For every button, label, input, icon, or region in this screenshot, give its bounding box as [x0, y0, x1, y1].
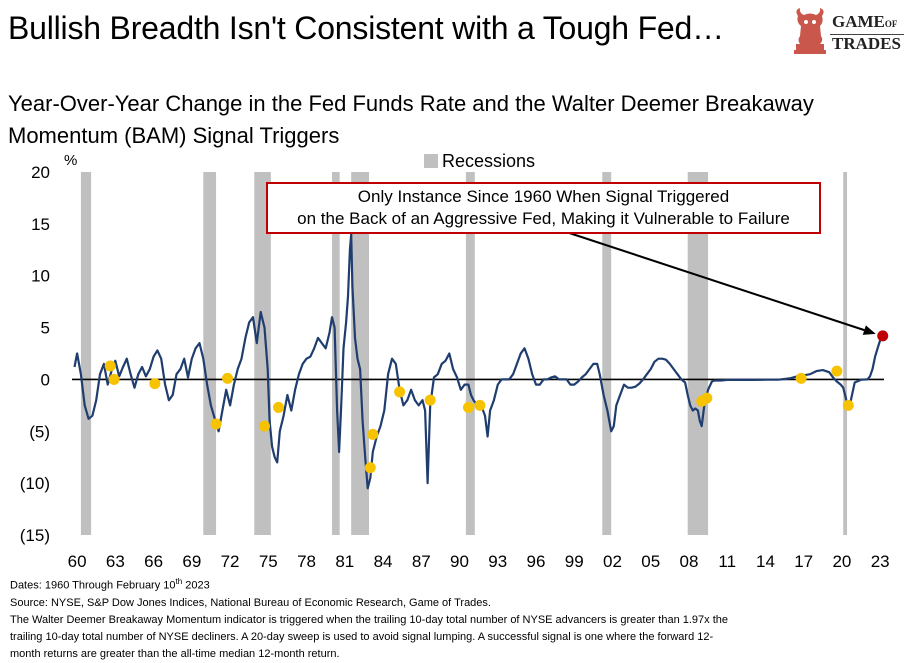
signal-marker [474, 399, 486, 411]
y-tick-label: 10 [31, 267, 50, 286]
series-line [73, 233, 883, 490]
signal-marker [795, 372, 807, 384]
chart-footer: Dates: 1960 Through February 10th 2023 S… [10, 573, 902, 663]
x-tick-label: 72 [221, 552, 240, 571]
legend-swatch-recessions [424, 154, 438, 168]
y-tick-label: (15) [20, 526, 50, 545]
x-tick-label: 90 [450, 552, 469, 571]
footer-note-line3: month returns are greater than the all-t… [10, 647, 340, 660]
signal-marker [701, 392, 713, 404]
recession-band [254, 172, 271, 535]
signal-marker [842, 399, 854, 411]
x-tick-label: 99 [565, 552, 584, 571]
y-tick-label: 0 [41, 370, 50, 389]
footer-note-line1: The Walter Deemer Breakaway Momentum ind… [10, 613, 728, 626]
x-tick-label: 78 [297, 552, 316, 571]
recession-band [602, 172, 612, 535]
x-tick-label: 05 [641, 552, 660, 571]
y-tick-label: 5 [41, 319, 50, 338]
callout-arrowhead [862, 325, 876, 335]
x-tick-label: 66 [144, 552, 163, 571]
callout-arrow [547, 225, 865, 332]
x-tick-label: 20 [832, 552, 851, 571]
y-tick-label: 20 [31, 163, 50, 182]
signal-marker [273, 401, 285, 413]
headline: Bullish Breadth Isn't Consistent with a … [8, 10, 724, 46]
y-tick-label: (5) [29, 422, 50, 441]
x-tick-label: 08 [680, 552, 699, 571]
x-tick-label: 60 [68, 552, 87, 571]
callout-line1: Only Instance Since 1960 When Signal Tri… [357, 187, 730, 206]
legend-label-recessions: Recessions [442, 151, 536, 171]
x-tick-label: 02 [603, 552, 622, 571]
signal-marker [222, 372, 234, 384]
signal-marker [367, 428, 379, 440]
x-tick-label: 96 [527, 552, 546, 571]
callout-box: Only Instance Since 1960 When Signal Tri… [266, 182, 821, 234]
signal-marker [424, 394, 436, 406]
logo-wordmark: GAMEOF TRADES [832, 12, 901, 54]
callout-line2: on the Back of an Aggressive Fed, Making… [297, 209, 790, 228]
recession-band [687, 172, 709, 535]
chart-subtitle: Year-Over-Year Change in the Fed Funds R… [8, 88, 814, 152]
chart-legend: Recessions [424, 150, 535, 172]
recession-band [843, 172, 848, 535]
logo-line1: GAME [832, 12, 885, 31]
latest-signal-marker [877, 330, 889, 342]
bam-signal-markers [104, 330, 889, 474]
recession-band [80, 172, 92, 535]
x-tick-label: 14 [756, 552, 775, 571]
subtitle-line1: Year-Over-Year Change in the Fed Funds R… [8, 91, 814, 116]
fed-funds-yoy-series [73, 233, 883, 490]
x-tick-label: 69 [182, 552, 201, 571]
x-tick-label: 17 [794, 552, 813, 571]
x-tick-label: 87 [412, 552, 431, 571]
y-tick-label: 15 [31, 215, 50, 234]
x-tick-label: 84 [374, 552, 393, 571]
x-tick-label: 81 [335, 552, 354, 571]
logo-divider [830, 34, 904, 35]
recession-band [465, 172, 475, 535]
bull-knight-icon [794, 8, 826, 54]
x-tick-label: 11 [718, 552, 736, 571]
logo-line2: TRADES [832, 34, 901, 53]
signal-marker [364, 462, 376, 474]
recession-band [203, 172, 217, 535]
y-axis-unit: % [64, 152, 77, 169]
x-tick-label: 93 [488, 552, 507, 571]
signal-marker [108, 373, 120, 385]
footer-dates: Dates: 1960 Through February 10th 2023 [10, 577, 210, 592]
axes: 20 15 10 5 0 (5) (10) (15) 60 63 66 69 72 75 78 81 84 87 9… [20, 163, 890, 571]
recession-bands [80, 172, 848, 535]
signal-marker [104, 360, 116, 372]
logo-of: OF [884, 19, 898, 29]
x-tick-label: 23 [871, 552, 890, 571]
signal-marker [210, 418, 222, 430]
footer-source: Source: NYSE, S&P Dow Jones Indices, Nat… [10, 596, 491, 609]
signal-marker [831, 365, 843, 377]
subtitle-line2: Momentum (BAM) Signal Triggers [8, 123, 340, 148]
signal-marker [149, 378, 161, 390]
x-tick-label: 63 [106, 552, 125, 571]
signal-marker [258, 420, 270, 432]
x-tick-label: 75 [259, 552, 278, 571]
footer-note-line2: trailing 10-day total number of NYSE dec… [10, 630, 714, 643]
signal-marker [462, 401, 474, 413]
signal-marker [394, 386, 406, 398]
brand-logo: GAMEOF TRADES [790, 6, 906, 56]
y-tick-label: (10) [20, 474, 50, 493]
